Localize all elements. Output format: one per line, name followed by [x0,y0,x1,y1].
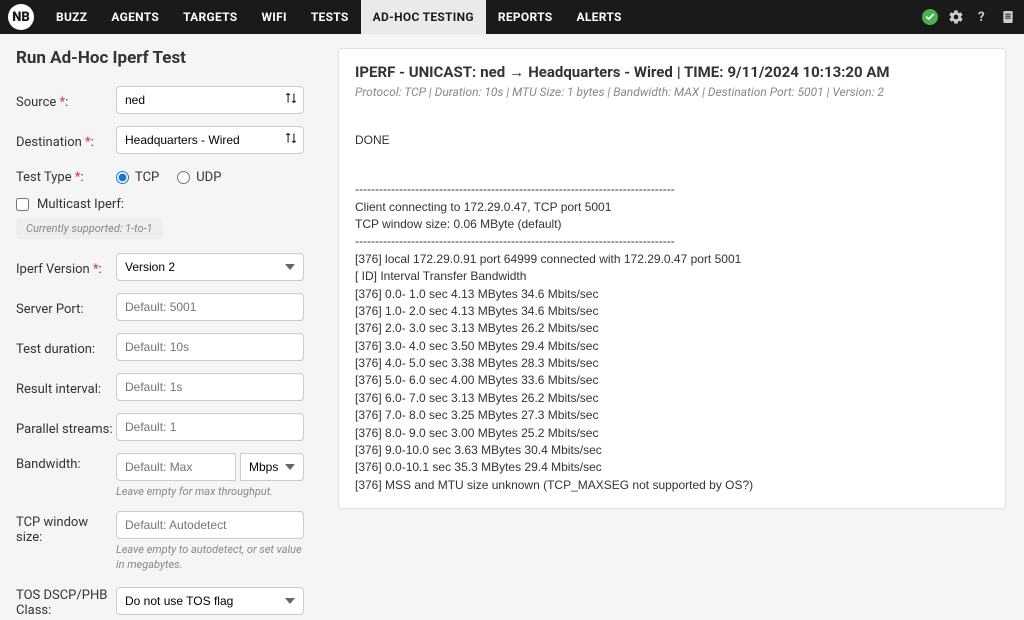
nav-items: BUZZAGENTSTARGETSWIFITESTSAD-HOC TESTING… [44,0,634,34]
destination-input[interactable] [116,126,304,154]
test-duration-input[interactable] [116,333,304,361]
bandwidth-input[interactable] [116,453,236,481]
tos-class-select[interactable]: Do not use TOS flag [116,587,304,615]
results-title: IPERF - UNICAST: ned → Headquarters - Wi… [355,63,989,81]
label-result-interval: Result interval: [16,378,116,397]
nav-item-buzz[interactable]: BUZZ [44,0,99,34]
help-icon[interactable]: ? [974,9,990,25]
label-bandwidth: Bandwidth: [16,453,116,472]
multicast-checkbox[interactable]: Multicast Iperf: [16,197,304,212]
results-done: DONE [355,132,989,149]
page-icon[interactable] [1000,9,1016,25]
nav-item-reports[interactable]: REPORTS [486,0,565,34]
gear-icon[interactable] [948,9,964,25]
tcp-window-help: Leave empty to autodetect, or set value … [116,543,304,572]
label-parallel-streams: Parallel streams: [16,418,116,437]
nav-item-alerts[interactable]: ALERTS [564,0,633,34]
support-note: Currently supported: 1-to-1 [16,218,163,239]
nav-item-ad-hoc-testing[interactable]: AD-HOC TESTING [361,0,486,34]
label-test-type: Test Type *: [16,166,116,185]
radio-tcp[interactable]: TCP [116,170,159,185]
nav-item-wifi[interactable]: WIFI [250,0,299,34]
label-iperf-version: Iperf Version *: [16,258,116,277]
label-tcp-window: TCP window size: [16,511,116,545]
tcp-window-input[interactable] [116,511,304,539]
svg-text:?: ? [978,10,985,25]
source-input[interactable] [116,86,304,114]
nav-item-agents[interactable]: AGENTS [99,0,171,34]
swap-icon[interactable] [284,131,298,149]
result-interval-input[interactable] [116,373,304,401]
radio-udp[interactable]: UDP [177,170,221,185]
form-title: Run Ad-Hoc Iperf Test [16,48,304,68]
nav-item-tests[interactable]: TESTS [299,0,361,34]
parallel-streams-input[interactable] [116,413,304,441]
results-panel: IPERF - UNICAST: ned → Headquarters - Wi… [320,34,1024,620]
bandwidth-help: Leave empty for max throughput. [116,485,304,499]
swap-icon[interactable] [284,91,298,109]
label-tos-class: TOS DSCP/PHB Class: [16,584,116,618]
server-port-input[interactable] [116,293,304,321]
arrow-right-icon: → [509,63,524,81]
label-test-duration: Test duration: [16,338,116,357]
nb-logo[interactable]: NB [8,4,34,30]
label-destination: Destination *: [16,131,116,150]
label-server-port: Server Port: [16,298,116,317]
navbar-right-icons: ? [922,9,1016,25]
status-ok-icon[interactable] [922,9,938,25]
bandwidth-unit-select[interactable]: Mbps [240,453,304,481]
results-meta: Protocol: TCP | Duration: 10s | MTU Size… [355,85,989,99]
nav-item-targets[interactable]: TARGETS [171,0,249,34]
results-body: DONE -----------------------------------… [355,115,989,494]
iperf-version-select[interactable]: Version 2 [116,253,304,281]
top-navbar: NB BUZZAGENTSTARGETSWIFITESTSAD-HOC TEST… [0,0,1024,34]
label-source: Source *: [16,91,116,110]
form-panel: Run Ad-Hoc Iperf Test Source *: Destinat… [0,34,320,620]
results-card: IPERF - UNICAST: ned → Headquarters - Wi… [338,48,1006,509]
